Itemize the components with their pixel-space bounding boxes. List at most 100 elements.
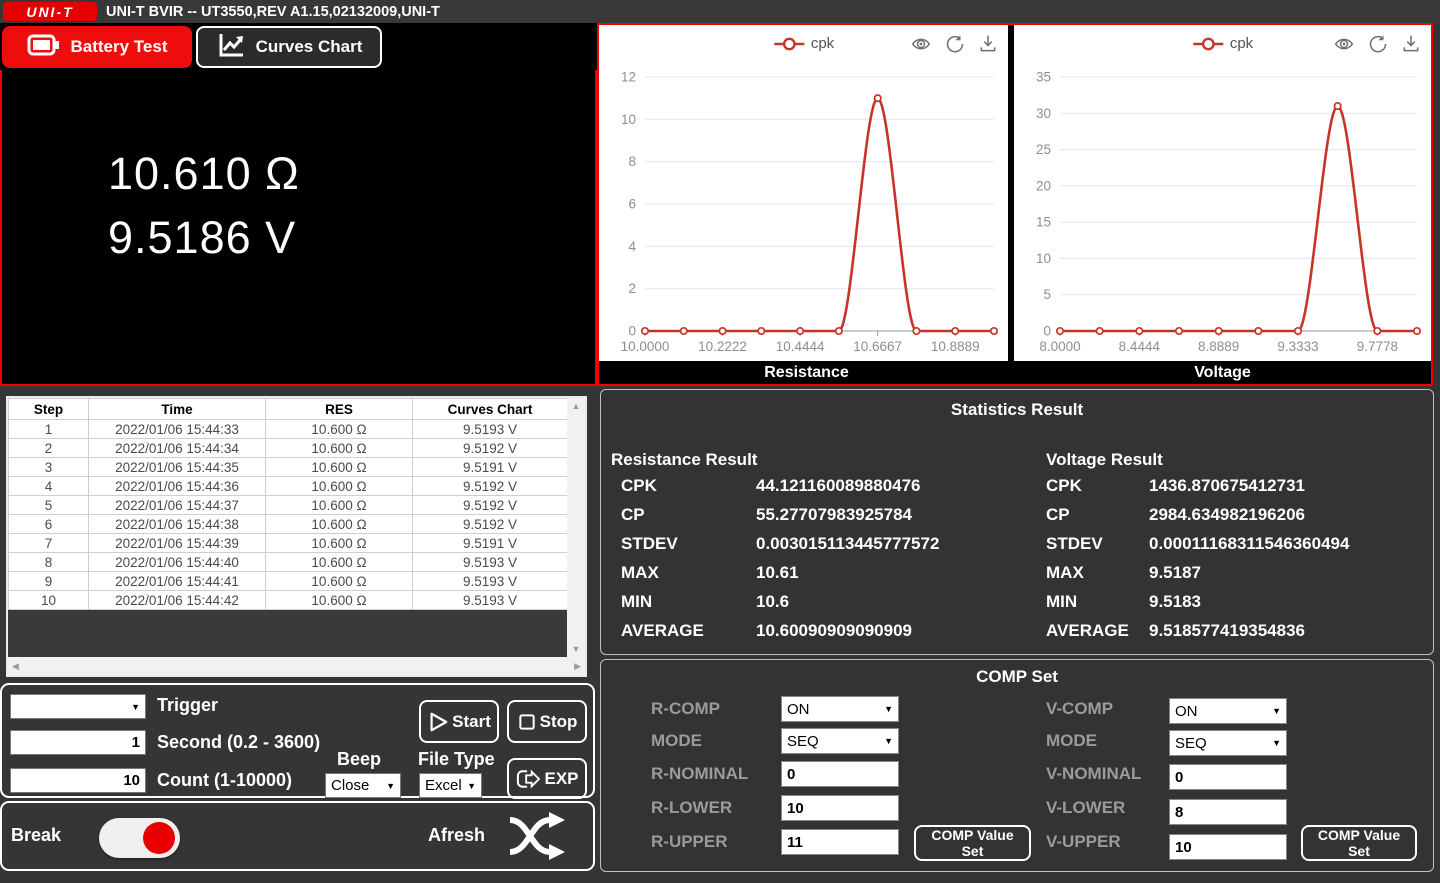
refresh-icon[interactable] xyxy=(945,34,965,54)
voltage-reading: 9.5186 V xyxy=(108,212,297,263)
v-nominal-input[interactable] xyxy=(1170,765,1286,789)
r-lower-input[interactable] xyxy=(782,796,898,820)
second-field-wrap xyxy=(10,730,146,755)
eye-icon[interactable] xyxy=(910,34,932,54)
beep-select[interactable]: Close ▼ xyxy=(325,773,401,798)
r-comp-label: R-COMP xyxy=(651,699,720,718)
table-row[interactable]: 5 2022/01/06 15:44:37 10.600 Ω 9.5192 V xyxy=(8,495,568,515)
measurement-display: 10.610 Ω 9.5186 V xyxy=(0,70,597,386)
legend-marker-icon xyxy=(1192,37,1223,50)
tab-battery-test[interactable]: Battery Test xyxy=(2,26,192,68)
table-row[interactable]: 10 2022/01/06 15:44:42 10.600 Ω 9.5193 V xyxy=(8,590,568,610)
second-input[interactable] xyxy=(11,731,145,754)
file-type-select[interactable]: Excel ▼ xyxy=(419,773,482,798)
stat-row: MIN 9.5183 xyxy=(1046,592,1201,611)
resistance-cpk-plot[interactable]: 0 2 4 6 8 10 12 10.0000 10.2222 10.4444 10.6667 10.… xyxy=(599,63,1008,361)
statistics-title: Statistics Result xyxy=(950,400,1084,419)
r-comp-value: ON xyxy=(787,700,810,718)
start-button[interactable]: Start xyxy=(419,700,499,743)
trigger-label: Trigger xyxy=(157,695,219,715)
refresh-icon[interactable] xyxy=(1368,34,1388,54)
table-row[interactable]: 3 2022/01/06 15:44:35 10.600 Ω 9.5191 V xyxy=(8,457,568,477)
chart-toolbar xyxy=(1333,34,1421,54)
scroll-up-icon[interactable]: ▲ xyxy=(571,401,581,411)
svg-text:10.4444: 10.4444 xyxy=(776,339,825,354)
break-toggle[interactable] xyxy=(99,818,180,858)
chart-header: cpk xyxy=(1014,25,1431,63)
stat-row: CPK 44.121160089880476 xyxy=(621,476,921,495)
legend-cpk[interactable]: cpk xyxy=(1192,35,1253,52)
col-header-res: RES xyxy=(265,398,413,420)
voltage-chart-title: Voltage xyxy=(1194,363,1251,381)
voltage-cpk-plot[interactable]: 0 5 10 15 20 25 30 35 8.0000 8.4444 8.8889 9.3333 9.… xyxy=(1014,63,1431,361)
table-row[interactable]: 2 2022/01/06 15:44:34 10.600 Ω 9.5192 V xyxy=(8,438,568,458)
count-input[interactable] xyxy=(11,769,145,792)
charts-row: cpk xyxy=(599,25,1431,361)
v-lower-input[interactable] xyxy=(1170,800,1286,824)
r-nominal-input[interactable] xyxy=(782,762,898,786)
tab-label: Battery Test xyxy=(70,37,168,56)
stat-row: CP 55.27707983925784 xyxy=(621,505,912,524)
table-row[interactable]: 4 2022/01/06 15:44:36 10.600 Ω 9.5192 V xyxy=(8,476,568,496)
download-icon[interactable] xyxy=(1401,34,1421,54)
legend-cpk[interactable]: cpk xyxy=(773,35,834,52)
results-table-body: 1 2022/01/06 15:44:33 10.600 Ω 9.5193 V 2 202… xyxy=(8,419,568,610)
r-upper-input[interactable] xyxy=(782,830,898,854)
r-comp-select[interactable]: ON ▼ xyxy=(781,696,899,722)
scroll-down-icon[interactable]: ▼ xyxy=(571,644,581,654)
stop-icon xyxy=(518,713,535,730)
shuffle-icon[interactable] xyxy=(505,811,575,868)
stop-button[interactable]: Stop xyxy=(507,700,587,743)
title-bar: UNI-T UNI-T BVIR -- UT3550,REV A1.15,021… xyxy=(0,0,1440,23)
beep-select-value: Close xyxy=(331,777,370,794)
scroll-right-icon[interactable]: ▶ xyxy=(574,661,581,671)
export-icon xyxy=(517,768,541,789)
break-toggle-knob xyxy=(143,822,175,854)
eye-icon[interactable] xyxy=(1333,34,1355,54)
legend-label: cpk xyxy=(810,35,835,52)
resistance-reading: 10.610 Ω xyxy=(108,148,300,199)
svg-text:9.3333: 9.3333 xyxy=(1277,339,1318,354)
v-upper-field-wrap xyxy=(1169,834,1287,860)
table-row[interactable]: 7 2022/01/06 15:44:39 10.600 Ω 9.5191 V xyxy=(8,533,568,553)
r-mode-select[interactable]: SEQ ▼ xyxy=(781,728,899,754)
curves-chart-icon xyxy=(216,31,246,64)
svg-text:10.8889: 10.8889 xyxy=(931,339,980,354)
vertical-scrollbar[interactable]: ▲ ▼ xyxy=(567,398,585,657)
horizontal-scrollbar[interactable]: ◀ ▶ xyxy=(8,657,585,675)
v-comp-select[interactable]: ON ▼ xyxy=(1169,698,1287,724)
play-icon xyxy=(430,712,448,731)
v-mode-select[interactable]: SEQ ▼ xyxy=(1169,730,1287,756)
v-upper-input[interactable] xyxy=(1170,835,1286,859)
col-header-time: Time xyxy=(88,398,266,420)
table-row[interactable]: 9 2022/01/06 15:44:41 10.600 Ω 9.5193 V xyxy=(8,571,568,591)
svg-text:15: 15 xyxy=(1036,215,1051,230)
file-type-select-value: Excel xyxy=(425,777,462,794)
scroll-left-icon[interactable]: ◀ xyxy=(12,661,19,671)
resistance-cpk-chart-panel: cpk xyxy=(599,25,1008,361)
tab-curves-chart[interactable]: Curves Chart xyxy=(196,26,382,68)
v-nominal-label: V-NOMINAL xyxy=(1046,764,1142,783)
stat-row: CPK 1436.870675412731 xyxy=(1046,476,1305,495)
trigger-select[interactable]: ▼ xyxy=(10,694,146,719)
svg-text:25: 25 xyxy=(1036,142,1051,157)
v-comp-value-set-button[interactable]: COMP Value Set xyxy=(1301,825,1417,861)
r-lower-field-wrap xyxy=(781,795,899,821)
download-icon[interactable] xyxy=(978,34,998,54)
svg-text:4: 4 xyxy=(628,239,636,254)
svg-text:8: 8 xyxy=(628,154,636,169)
uni-t-logo: UNI-T xyxy=(3,2,97,21)
v-lower-field-wrap xyxy=(1169,799,1287,825)
svg-text:20: 20 xyxy=(1036,178,1051,193)
count-field-wrap xyxy=(10,768,146,793)
export-button[interactable]: EXP xyxy=(507,758,587,799)
table-row[interactable]: 1 2022/01/06 15:44:33 10.600 Ω 9.5193 V xyxy=(8,419,568,439)
r-comp-value-set-button[interactable]: COMP Value Set xyxy=(914,825,1031,861)
break-afresh-panel: Break Afresh xyxy=(0,801,595,871)
table-row[interactable]: 8 2022/01/06 15:44:40 10.600 Ω 9.5193 V xyxy=(8,552,568,572)
table-row[interactable]: 6 2022/01/06 15:44:38 10.600 Ω 9.5192 V xyxy=(8,514,568,534)
v-nominal-field-wrap xyxy=(1169,764,1287,790)
stat-row: MAX 10.61 xyxy=(621,563,799,582)
stat-row: MAX 9.5187 xyxy=(1046,563,1201,582)
